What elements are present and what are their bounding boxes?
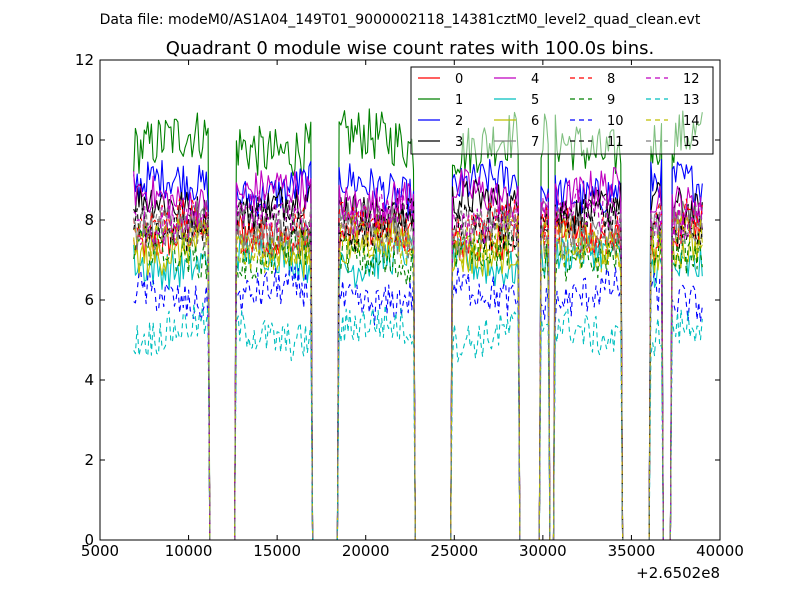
x-tick-label: 15000 — [253, 542, 301, 560]
legend-label-7: 7 — [531, 135, 539, 150]
y-tick-label: 12 — [75, 51, 94, 69]
series-line-14 — [133, 214, 703, 541]
x-tick-label: 30000 — [519, 542, 567, 560]
x-axis: 5000 10000 15000 20000 25000 30000 35000 40000 — [81, 60, 744, 560]
data-file-caption: Data file: modeM0/AS1A04_149T01_90000021… — [100, 12, 701, 28]
y-tick-label: 0 — [84, 531, 94, 549]
legend-label-3: 3 — [455, 135, 463, 150]
x-tick-label: 10000 — [165, 542, 213, 560]
x-tick-label: 35000 — [608, 542, 656, 560]
legend-label-12: 12 — [683, 72, 700, 87]
legend-label-0: 0 — [455, 72, 463, 87]
series-line-10 — [133, 266, 703, 541]
x-axis-offset-label: +2.6502e8 — [636, 564, 720, 582]
x-tick-label: 25000 — [430, 542, 478, 560]
legend-label-1: 1 — [455, 93, 463, 108]
legend-label-10: 10 — [607, 114, 624, 129]
y-tick-label: 8 — [84, 211, 94, 229]
legend-label-2: 2 — [455, 114, 463, 129]
legend-label-6: 6 — [531, 114, 539, 129]
chart-title: Quadrant 0 module wise count rates with … — [166, 38, 655, 59]
y-tick-label: 10 — [75, 131, 94, 149]
series-line-15 — [133, 202, 703, 541]
legend-label-4: 4 — [531, 72, 539, 87]
x-tick-label: 5000 — [81, 542, 119, 560]
x-tick-label: 20000 — [342, 542, 390, 560]
series-line-9 — [133, 226, 703, 541]
legend-label-11: 11 — [607, 135, 624, 150]
legend-label-5: 5 — [531, 93, 539, 108]
legend-label-15: 15 — [683, 135, 700, 150]
legend-label-9: 9 — [607, 93, 615, 108]
y-tick-label: 4 — [84, 371, 94, 389]
series-layer — [133, 108, 703, 541]
legend-label-8: 8 — [607, 72, 615, 87]
x-tick-label: 40000 — [696, 542, 744, 560]
plot-area: 5000 10000 15000 20000 25000 30000 35000 40000 … — [75, 51, 744, 582]
y-tick-label: 6 — [84, 291, 94, 309]
series-line-13 — [133, 302, 703, 541]
y-tick-label: 2 — [84, 451, 94, 469]
legend-box — [410, 66, 714, 155]
legend-label-13: 13 — [683, 93, 700, 108]
legend-label-14: 14 — [683, 114, 700, 129]
